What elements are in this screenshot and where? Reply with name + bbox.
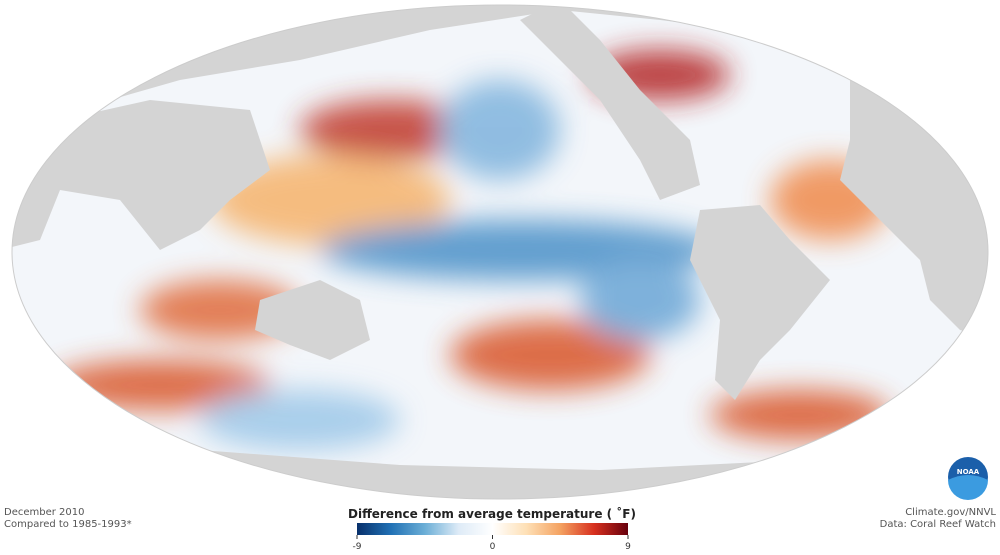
logo-text: NOAA bbox=[957, 468, 980, 476]
credit-source: Climate.gov/NNVL bbox=[905, 507, 996, 518]
noaa-logo: NOAA bbox=[948, 457, 988, 500]
legend-title: Difference from average temperature ( ˚F… bbox=[348, 506, 636, 521]
caption-baseline: Compared to 1985-1993* bbox=[4, 519, 132, 530]
legend-tick-label: -9 bbox=[353, 542, 362, 552]
color-legend: Difference from average temperature ( ˚F… bbox=[348, 506, 636, 552]
credit-data: Data: Coral Reef Watch bbox=[880, 519, 996, 530]
color-bar bbox=[357, 523, 628, 535]
legend-tick-label: 0 bbox=[490, 542, 496, 552]
legend-tick-label: 9 bbox=[625, 542, 631, 552]
caption-date: December 2010 bbox=[4, 507, 84, 518]
